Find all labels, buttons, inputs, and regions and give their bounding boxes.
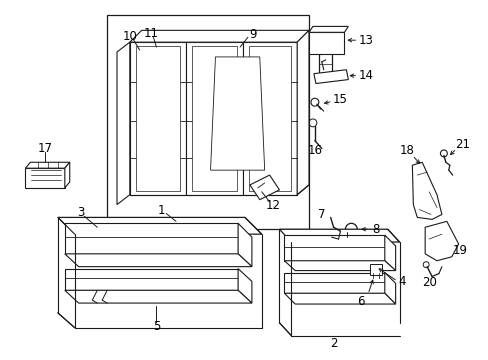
Polygon shape [411,162,441,219]
Text: 7: 7 [317,208,325,221]
Polygon shape [107,15,308,229]
Text: 1: 1 [157,204,165,217]
Polygon shape [129,42,185,195]
Text: 13: 13 [358,34,373,47]
Polygon shape [65,223,238,254]
Polygon shape [136,46,180,191]
Polygon shape [424,221,458,261]
Polygon shape [65,162,70,188]
Polygon shape [248,46,291,191]
Polygon shape [297,30,308,195]
Text: 10: 10 [122,30,137,43]
Text: 6: 6 [357,294,364,307]
Polygon shape [185,42,243,195]
Polygon shape [129,30,308,42]
Text: 8: 8 [371,223,379,236]
Polygon shape [58,217,261,234]
Polygon shape [313,70,347,84]
Text: 11: 11 [143,27,159,40]
Polygon shape [65,254,251,267]
Text: 12: 12 [265,199,281,212]
Text: 18: 18 [399,144,414,157]
Text: 16: 16 [307,144,322,157]
Text: 5: 5 [152,320,160,333]
Polygon shape [25,168,65,188]
Polygon shape [243,42,297,195]
Text: 21: 21 [454,138,469,151]
Polygon shape [210,57,264,170]
Text: 20: 20 [421,276,436,289]
Polygon shape [369,264,381,275]
Polygon shape [65,290,251,303]
Polygon shape [284,261,395,271]
Text: 19: 19 [452,244,467,257]
Polygon shape [65,269,238,290]
Polygon shape [308,32,344,54]
Polygon shape [284,273,384,293]
Polygon shape [308,26,347,32]
Polygon shape [238,223,251,267]
Text: 3: 3 [77,206,84,219]
Text: 2: 2 [329,337,337,350]
Text: 14: 14 [358,69,373,82]
Polygon shape [117,42,129,204]
Polygon shape [384,273,395,304]
Polygon shape [238,269,251,303]
Text: 9: 9 [248,28,256,41]
Text: 17: 17 [38,142,53,155]
Polygon shape [25,162,70,168]
Polygon shape [279,229,399,242]
Polygon shape [284,235,384,261]
Polygon shape [384,235,395,271]
Text: 4: 4 [398,275,406,288]
Text: 15: 15 [332,93,347,106]
Polygon shape [284,293,395,304]
Polygon shape [249,175,279,200]
Polygon shape [191,46,237,191]
